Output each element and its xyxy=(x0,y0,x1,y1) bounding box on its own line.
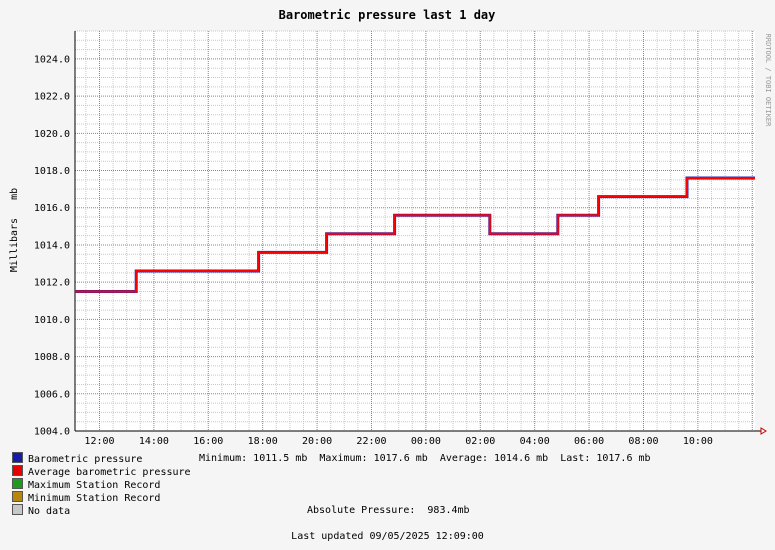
y-tick-label: 1014.0 xyxy=(34,240,70,251)
legend-swatch xyxy=(12,452,23,463)
y-axis-label: Millibars mb xyxy=(9,188,20,272)
x-tick-label: 20:00 xyxy=(302,436,332,447)
legend-item: No data xyxy=(12,504,191,517)
y-tick-label: 1004.0 xyxy=(34,427,70,438)
x-tick-label: 12:00 xyxy=(84,436,114,447)
y-tick-label: 1022.0 xyxy=(34,92,70,103)
legend-item: Barometric pressure xyxy=(12,452,191,465)
series-layer xyxy=(75,176,755,293)
rrdtool-watermark: RRDTOOL / TOBI OETIKER xyxy=(764,34,772,128)
x-tick-label: 10:00 xyxy=(683,436,713,447)
x-tick-label: 06:00 xyxy=(574,436,604,447)
legend-swatch xyxy=(12,465,23,476)
legend-label: Average barometric pressure xyxy=(28,467,191,478)
legend-swatch xyxy=(12,478,23,489)
x-tick-label: 02:00 xyxy=(465,436,495,447)
y-tick-label: 1020.0 xyxy=(34,129,70,140)
y-tick-label: 1010.0 xyxy=(34,315,70,326)
chart-grid xyxy=(75,30,755,431)
x-tick-label: 08:00 xyxy=(628,436,658,447)
stats-line: Minimum: 1011.5 mb Maximum: 1017.6 mb Av… xyxy=(199,453,651,464)
legend: Barometric pressure Average barometric pr… xyxy=(12,452,191,517)
y-tick-label: 1016.0 xyxy=(34,203,70,214)
x-tick-label: 04:00 xyxy=(520,436,550,447)
x-tick-label: 18:00 xyxy=(248,436,278,447)
y-tick-label: 1018.0 xyxy=(34,166,70,177)
x-tick-label: 14:00 xyxy=(139,436,169,447)
x-axis-arrow xyxy=(760,427,767,435)
y-tick-label: 1008.0 xyxy=(34,352,70,363)
x-tick-label: 16:00 xyxy=(193,436,223,447)
plot-area xyxy=(75,31,755,431)
legend-item: Minimum Station Record xyxy=(12,491,191,504)
legend-item: Average barometric pressure xyxy=(12,465,191,478)
y-tick-label: 1012.0 xyxy=(34,278,70,289)
legend-label: No data xyxy=(28,506,71,517)
absolute-pressure: Absolute Pressure: 983.4mb xyxy=(307,505,470,516)
last-updated: Last updated 09/05/2025 12:09:00 xyxy=(291,531,484,542)
y-tick-labels: 1004.0 1006.0 1008.0 1010.0 1012.0 1014.0 1016… xyxy=(34,54,70,437)
chart-title: Barometric pressure last 1 day xyxy=(279,8,496,22)
legend-label: Maximum Station Record xyxy=(28,480,161,491)
legend-label: Minimum Station Record xyxy=(28,493,161,504)
legend-item: Maximum Station Record xyxy=(12,478,191,491)
y-tick-label: 1024.0 xyxy=(34,54,70,65)
legend-swatch xyxy=(12,491,23,502)
chart-axes xyxy=(74,31,767,435)
legend-label: Barometric pressure xyxy=(28,454,143,465)
x-tick-labels: 12:00 14:00 16:00 18:00 20:00 22:00 00:00 02:00… xyxy=(84,436,713,447)
x-tick-label: 00:00 xyxy=(411,436,441,447)
y-tick-label: 1006.0 xyxy=(34,389,70,400)
x-tick-label: 22:00 xyxy=(356,436,386,447)
average-pressure-line xyxy=(75,177,755,293)
legend-swatch xyxy=(12,504,23,515)
